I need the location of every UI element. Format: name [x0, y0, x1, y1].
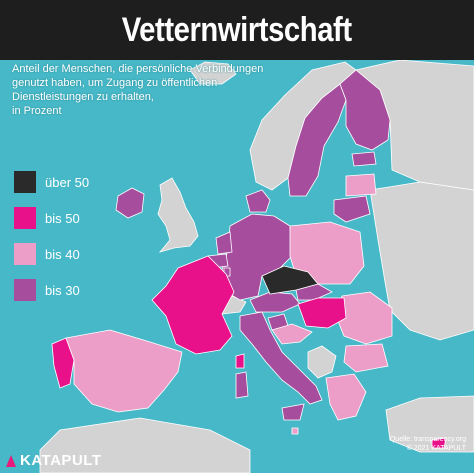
country-croatia: [271, 323, 313, 345]
legend-swatch: [14, 243, 36, 265]
country-poland: [289, 221, 365, 285]
country-hungary: [297, 297, 347, 329]
brand-name: KATAPULT: [20, 452, 102, 469]
legend-swatch: [14, 171, 36, 193]
country-bulgaria: [343, 343, 389, 373]
copyright-line: © 2021 KATAPULT: [406, 445, 466, 452]
country-latvia: [345, 173, 377, 197]
brand-logo: KATAPULT: [6, 452, 101, 469]
legend-item-bis-50: bis 50: [14, 206, 89, 230]
country-estonia: [351, 151, 377, 167]
subtitle: Anteil der Menschen, die persönliche Ver…: [12, 62, 282, 118]
north-africa-region: [39, 417, 251, 473]
legend: über 50 bis 50 bis 40 bis 30: [14, 170, 89, 314]
country-ireland: [115, 187, 145, 219]
country-sweden: [287, 83, 347, 197]
header: Vetternwirtschaft: [0, 0, 474, 60]
page-title: Vetternwirtschaft: [122, 10, 352, 49]
country-spain: [65, 329, 183, 413]
country-czechia: [261, 265, 319, 295]
country-italy: [239, 311, 323, 405]
legend-swatch: [14, 207, 36, 229]
legend-label: über 50: [45, 174, 90, 190]
legend-label: bis 50: [45, 210, 80, 226]
country-france: [151, 255, 235, 355]
subtitle-line: in Prozent: [12, 105, 62, 117]
country-greece: [325, 373, 367, 421]
country-finland: [339, 69, 391, 151]
legend-item-bis-40: bis 40: [14, 242, 89, 266]
legend-label: bis 30: [45, 282, 80, 298]
katapult-triangle-icon: [6, 454, 16, 467]
balkans-region: [307, 345, 337, 379]
legend-item-bis-30: bis 30: [14, 278, 89, 302]
subtitle-line: Dienstleistungen zu erhalten,: [12, 91, 154, 103]
subtitle-line: Anteil der Menschen, die persönliche Ver…: [12, 63, 264, 75]
country-cyprus: [431, 437, 447, 449]
uk-region: [157, 177, 199, 253]
legend-label: bis 40: [45, 246, 80, 262]
turkey-region: [385, 395, 474, 453]
country-sicily: [281, 403, 305, 421]
source-line: Quelle: transparency.org: [389, 436, 466, 443]
country-netherlands: [215, 231, 233, 255]
subtitle-line: genutzt haben, um Zugang zu öffentlichen: [12, 77, 218, 89]
iceland-region: [189, 61, 237, 85]
country-corsica: [235, 353, 245, 369]
country-sardinia: [235, 371, 249, 399]
legend-item-ueber-50: über 50: [14, 170, 89, 194]
legend-swatch: [14, 279, 36, 301]
country-denmark: [245, 189, 271, 213]
country-lithuania: [333, 195, 371, 223]
source-credit: Quelle: transparency.org © 2021 KATAPULT: [390, 435, 466, 453]
country-malta: [291, 427, 299, 435]
